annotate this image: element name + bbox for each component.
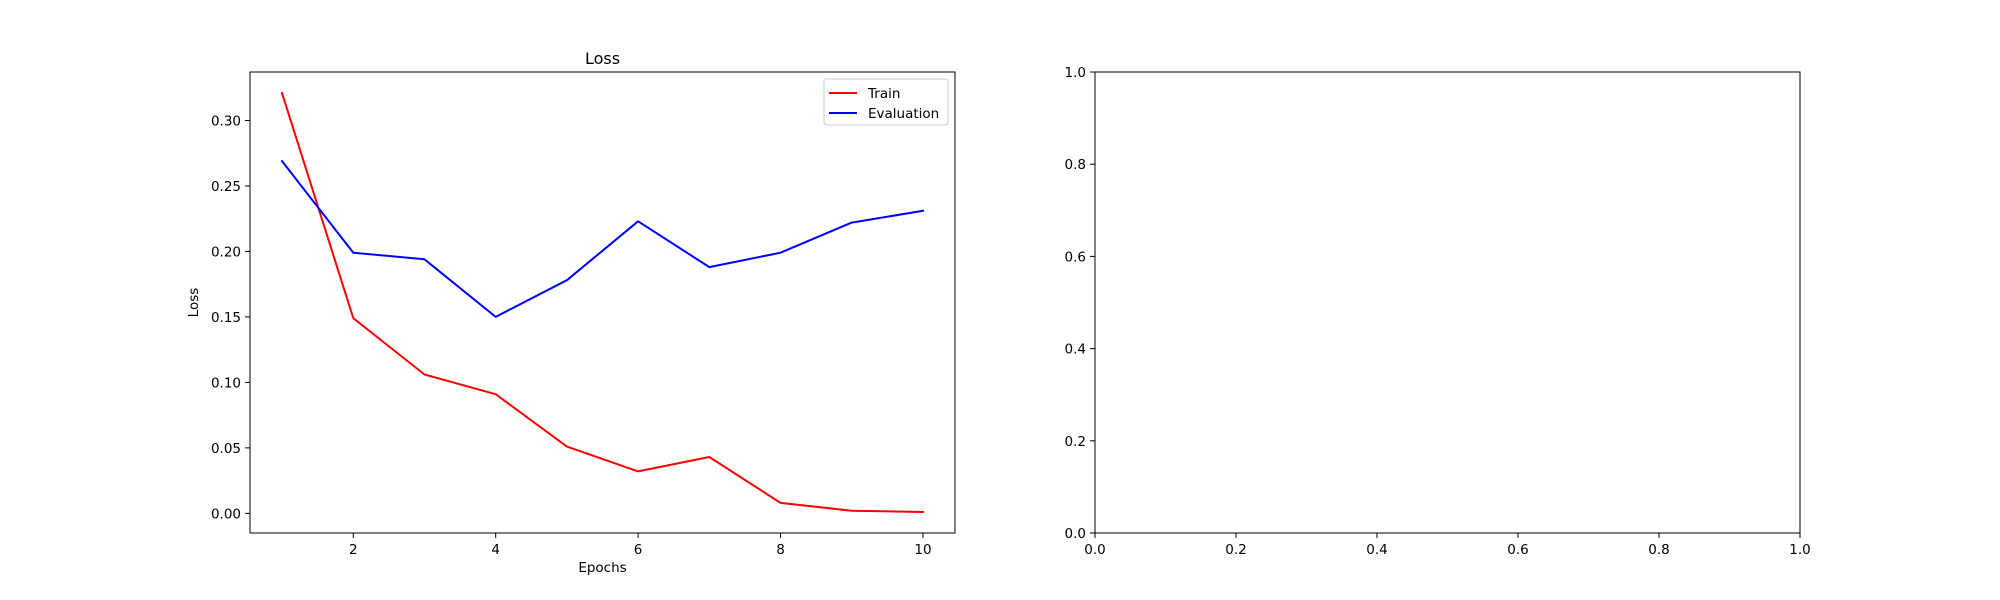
x-tick-label: 0.8 xyxy=(1648,542,1669,558)
chart-title: Loss xyxy=(585,49,620,68)
y-axis: 0.00 0.05 0.10 0.15 0.20 0.25 0.30 xyxy=(211,113,250,522)
loss-chart: Loss 0.00 0.05 0.10 0.15 0.20 0.25 0.30 2 4 6 8 10… xyxy=(186,49,956,576)
y-tick-label: 0.30 xyxy=(211,113,241,129)
plot-area-frame xyxy=(1094,71,1801,534)
x-tick-label: 8 xyxy=(776,542,785,558)
x-axis: 0.0 0.2 0.4 0.6 0.8 1.0 xyxy=(1084,533,1811,558)
x-tick-label: 4 xyxy=(491,542,500,558)
y-axis-label: Loss xyxy=(186,288,202,318)
y-tick-label: 0.0 xyxy=(1065,526,1086,542)
legend: Train Evaluation xyxy=(823,78,949,126)
y-tick-label: 0.6 xyxy=(1065,249,1086,265)
x-axis-label: Epochs xyxy=(578,560,626,576)
y-tick-label: 0.05 xyxy=(211,441,241,457)
y-tick-label: 0.2 xyxy=(1065,434,1086,450)
empty-chart: 0.0 0.2 0.4 0.6 0.8 1.0 0.0 0.2 0.4 0.6 0.8 1.0 xyxy=(1065,65,1811,558)
x-tick-label: 0.4 xyxy=(1366,542,1387,558)
y-axis: 0.0 0.2 0.4 0.6 0.8 1.0 xyxy=(1065,65,1095,542)
y-tick-label: 0.8 xyxy=(1065,157,1086,173)
legend-label-train: Train xyxy=(867,86,900,102)
y-tick-label: 0.10 xyxy=(211,375,241,391)
x-axis: 2 4 6 8 10 xyxy=(349,533,932,558)
series-line-train xyxy=(280,91,925,514)
x-tick-label: 0.0 xyxy=(1084,542,1105,558)
y-tick-label: 0.00 xyxy=(211,506,241,522)
y-tick-label: 1.0 xyxy=(1065,65,1086,81)
x-tick-label: 6 xyxy=(634,542,643,558)
y-tick-label: 0.4 xyxy=(1065,342,1086,358)
x-tick-label: 10 xyxy=(914,542,931,558)
x-tick-label: 2 xyxy=(349,542,358,558)
y-tick-label: 0.15 xyxy=(211,310,241,326)
y-tick-label: 0.25 xyxy=(211,179,241,195)
plot-area-frame xyxy=(249,71,956,534)
y-tick-label: 0.20 xyxy=(211,244,241,260)
x-tick-label: 0.6 xyxy=(1507,542,1528,558)
series-line-evaluation xyxy=(280,159,925,318)
x-tick-label: 0.2 xyxy=(1225,542,1246,558)
x-tick-label: 1.0 xyxy=(1789,542,1810,558)
legend-label-evaluation: Evaluation xyxy=(868,106,939,122)
series-group xyxy=(280,91,925,514)
